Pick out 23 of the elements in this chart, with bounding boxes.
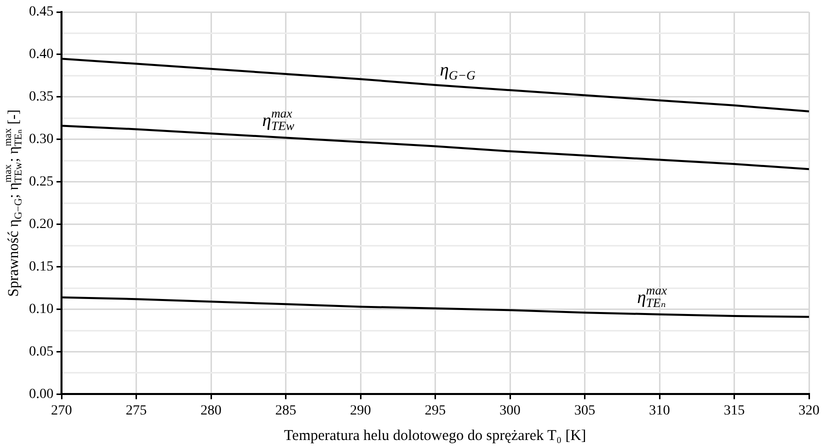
y-tick-label: 0.10 bbox=[29, 302, 54, 317]
x-tick-label: 280 bbox=[200, 403, 222, 418]
y-tick-label: 0.15 bbox=[29, 259, 54, 274]
y-tick-label: 0.45 bbox=[29, 4, 54, 20]
x-tick-label: 315 bbox=[724, 403, 745, 418]
y-tick-label: 0.20 bbox=[29, 217, 54, 232]
y-tick-label: 0.35 bbox=[29, 90, 54, 105]
y-tick-label: 0.05 bbox=[29, 344, 54, 360]
y-tick-label: 0.25 bbox=[29, 174, 54, 190]
y-tick-label: 0.00 bbox=[29, 386, 54, 402]
x-tick-label: 295 bbox=[424, 403, 446, 418]
x-tick-label: 290 bbox=[350, 403, 371, 418]
x-axis-title: Temperatura helu dolotowego do sprężarek T₀ [K] bbox=[284, 428, 586, 444]
x-tick-label: 305 bbox=[574, 403, 596, 418]
x-tick-label: 285 bbox=[275, 403, 296, 418]
x-tick-label: 320 bbox=[798, 403, 820, 418]
x-tick-label: 270 bbox=[51, 403, 72, 418]
x-tick-label: 310 bbox=[649, 403, 670, 418]
y-tick-label: 0.30 bbox=[29, 132, 54, 148]
text: Sprawność ηG−G; ηmaxTEw; ηmaxTEₙ [-] bbox=[3, 109, 24, 297]
x-tick-label: 300 bbox=[500, 403, 520, 418]
y-tick-label: 0.40 bbox=[29, 47, 54, 62]
x-tick-label: 275 bbox=[126, 403, 147, 418]
